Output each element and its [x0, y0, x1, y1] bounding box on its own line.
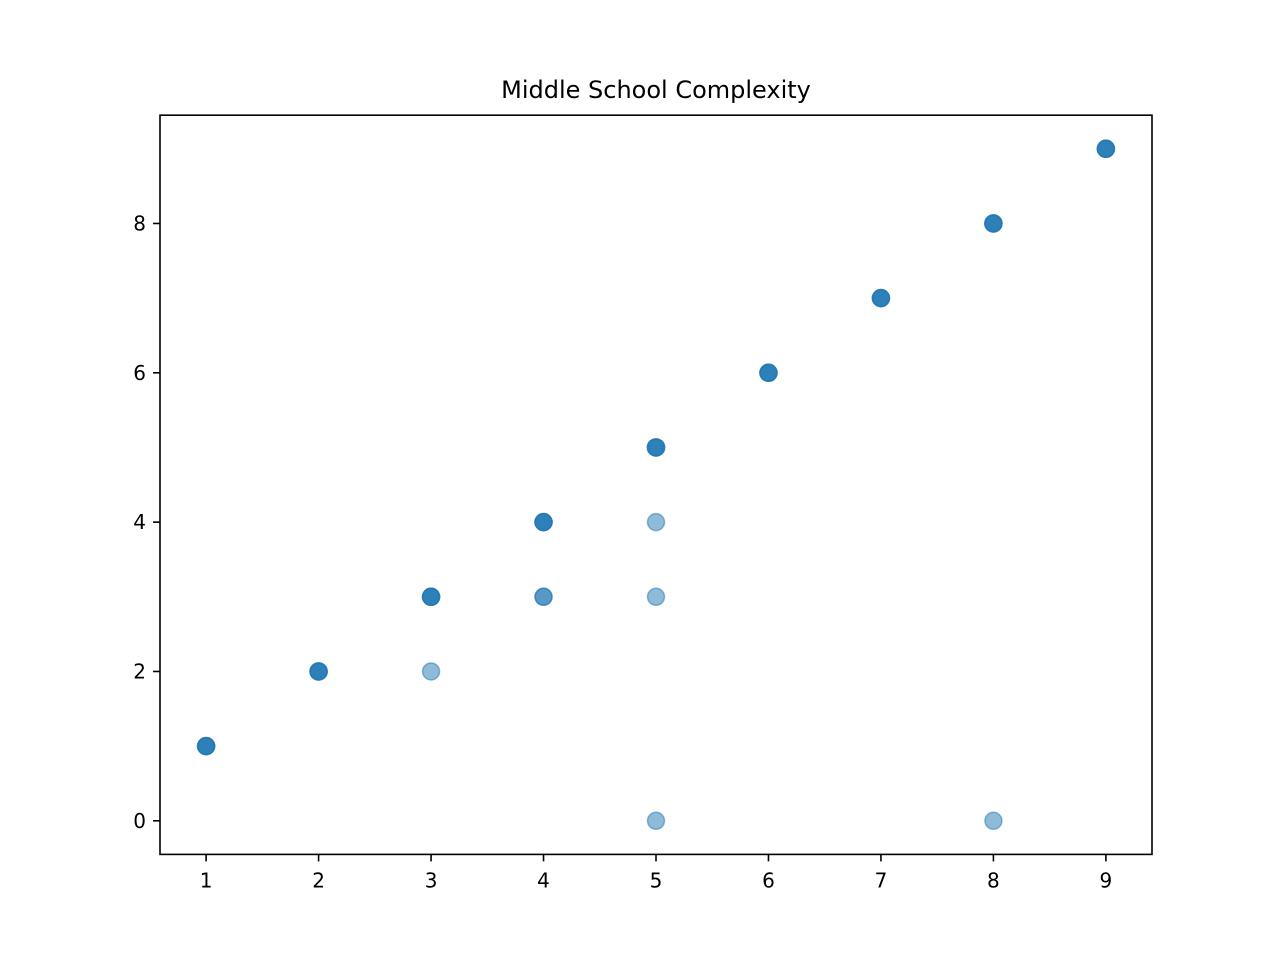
data-point: [871, 288, 891, 308]
x-tick-label: 7: [875, 868, 888, 892]
x-tick-label: 2: [312, 868, 325, 892]
data-point: [421, 662, 441, 681]
x-tick-label: 6: [762, 868, 775, 892]
y-tick-label: 0: [133, 809, 146, 833]
data-point: [1096, 139, 1116, 159]
y-tick-label: 4: [133, 510, 146, 534]
data-point: [646, 587, 666, 607]
data-point: [534, 587, 553, 607]
plot-frame: [159, 114, 1153, 856]
x-tick-label: 8: [987, 868, 1000, 892]
points-layer: [196, 139, 1116, 831]
data-point: [646, 438, 666, 457]
y-tick-label: 6: [133, 361, 146, 385]
data-point: [984, 811, 1003, 831]
chart-title: Middle School Complexity: [501, 76, 811, 104]
x-tick-label: 5: [650, 868, 663, 892]
x-tick-label: 9: [1100, 868, 1113, 892]
y-tick-label: 8: [133, 211, 146, 235]
x-tick-label: 1: [200, 868, 213, 892]
data-point: [421, 587, 441, 607]
data-point: [534, 512, 553, 532]
x-tick-label: 4: [537, 868, 550, 892]
data-point: [984, 214, 1003, 233]
x-tick-label: 3: [425, 868, 438, 892]
y-tick-label: 2: [133, 659, 146, 683]
data-point: [196, 736, 216, 756]
ticks-layer: 1 2 3 4 5 6 7 8 9 0 2 4 6 8: [133, 211, 1112, 892]
data-point: [646, 512, 666, 532]
data-point: [646, 811, 666, 831]
data-point: [309, 662, 328, 681]
data-point: [759, 363, 778, 383]
